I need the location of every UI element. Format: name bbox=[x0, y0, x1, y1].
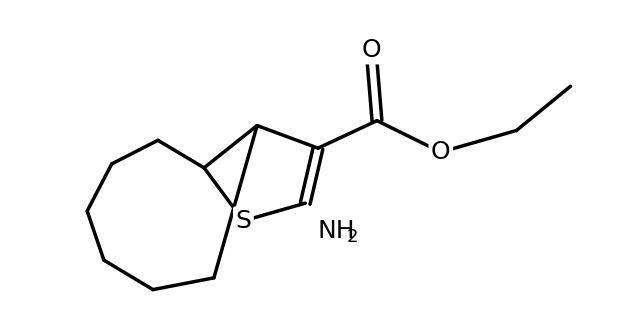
Text: 2: 2 bbox=[346, 227, 358, 246]
Text: NH: NH bbox=[317, 219, 355, 243]
Text: O: O bbox=[361, 38, 381, 62]
Text: O: O bbox=[431, 140, 451, 164]
Text: S: S bbox=[236, 209, 252, 233]
